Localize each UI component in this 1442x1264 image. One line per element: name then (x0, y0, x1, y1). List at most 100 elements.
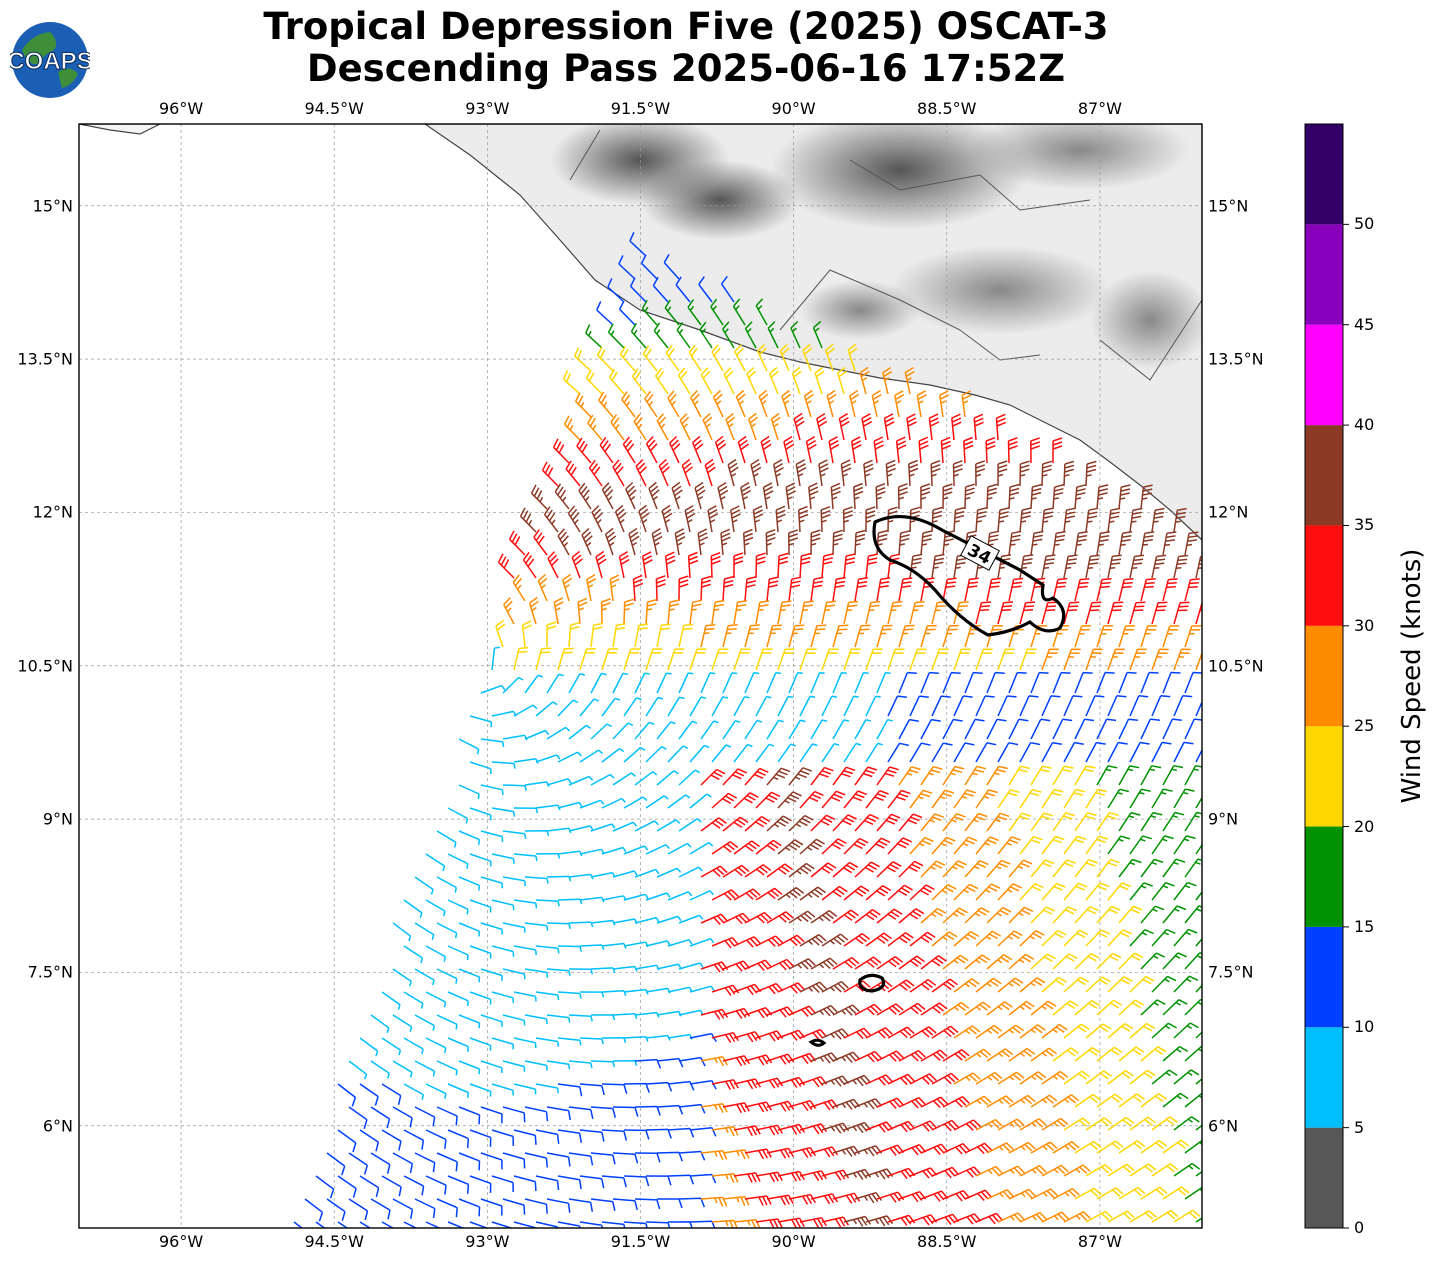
wind-barb (918, 436, 929, 464)
wind-barb (975, 1212, 1004, 1225)
wind-barb (711, 889, 739, 901)
wind-barb (1052, 1141, 1080, 1154)
wind-barb (634, 672, 650, 694)
wind-barb (895, 436, 907, 464)
wind-barb (744, 767, 769, 786)
wind-barb (942, 483, 953, 510)
wind-barb (552, 438, 570, 464)
wind-barb (762, 482, 774, 510)
wind-barb (535, 1083, 559, 1094)
wind-barb (876, 1003, 904, 1016)
wind-barb (568, 968, 594, 975)
wind-barb (1140, 718, 1160, 740)
wind-barb (931, 931, 958, 947)
wind-barb (931, 884, 957, 901)
wind-barb (883, 413, 895, 441)
wind-barb (832, 861, 859, 878)
wind-barb (931, 836, 956, 855)
wind-barb (997, 1212, 1026, 1223)
wind-barb (579, 1175, 605, 1189)
wind-barb (370, 1014, 390, 1034)
wind-barb (403, 1083, 425, 1100)
wind-barb (843, 790, 868, 809)
wind-barb (458, 1106, 481, 1125)
wind-barb (623, 746, 646, 763)
wind-barb (942, 671, 961, 694)
wind-barb (1195, 1170, 1202, 1177)
wind-barb (733, 792, 759, 809)
wind-barb (524, 781, 550, 788)
wind-barb (502, 1106, 526, 1123)
wind-barb (997, 601, 1014, 625)
wind-barb (623, 1221, 648, 1228)
wind-barb (546, 621, 557, 648)
wind-barb (975, 1024, 1003, 1039)
wind-barb (744, 576, 757, 602)
colorbar-bin (1305, 1127, 1343, 1228)
wind-barb (1019, 741, 1041, 763)
wind-barb (370, 1106, 391, 1129)
wind-barb (469, 1037, 492, 1051)
wind-barb (1162, 671, 1181, 694)
wind-barb (909, 789, 933, 809)
wind-barb (579, 848, 605, 855)
wind-barb (1162, 905, 1187, 924)
wind-barb (469, 991, 492, 1005)
wind-barb (995, 413, 1007, 441)
wind-barb (997, 460, 1008, 487)
wind-barb (711, 984, 740, 996)
wind-barb (710, 298, 724, 326)
wind-barb (546, 1106, 571, 1121)
wind-barb (788, 719, 806, 740)
wind-barb (810, 624, 827, 648)
lat-tick-label-right: 13.5°N (1208, 349, 1264, 369)
wind-barb (1096, 765, 1118, 786)
wind-barb (604, 527, 617, 556)
wind-barb (644, 390, 658, 418)
wind-barb (524, 830, 550, 837)
wind-barb (942, 1001, 970, 1016)
wind-barb (920, 1143, 949, 1156)
wind-barb (618, 551, 630, 579)
wind-barb (674, 528, 686, 556)
wind-barb (403, 1129, 425, 1150)
wind-barb (535, 945, 560, 954)
wind-barb (618, 300, 636, 326)
wind-barb (975, 1165, 1003, 1177)
wind-barb (601, 1175, 627, 1188)
wind-barb (392, 922, 412, 942)
wind-barb (887, 1026, 915, 1039)
wind-barb (975, 789, 998, 809)
wind-barb (1140, 531, 1155, 556)
wind-barb (766, 1100, 795, 1112)
wind-barb (942, 718, 963, 740)
wind-barb (799, 552, 811, 579)
wind-barb (634, 868, 660, 878)
wind-barb (502, 830, 527, 839)
wind-barb (1007, 437, 1018, 464)
wind-barb (733, 648, 751, 671)
wind-barb (964, 765, 987, 786)
wind-barb (1129, 975, 1155, 993)
wind-barb (1173, 554, 1189, 579)
wind-barb (1140, 765, 1162, 786)
coaps-logo: COAPS (10, 22, 90, 98)
wind-barb (414, 1198, 436, 1219)
colorbar-label: Wind Speed (knots) (1397, 548, 1427, 804)
wind-barb (557, 898, 583, 905)
wind-barb (645, 1034, 671, 1041)
wind-barb (1162, 999, 1188, 1016)
wind-barb (1184, 811, 1202, 832)
wind-barb (734, 344, 746, 372)
wind-barb (986, 1189, 1015, 1200)
wind-barb (1096, 577, 1112, 602)
wind-barb (702, 412, 713, 441)
wind-barb (623, 1175, 650, 1187)
wind-barb (1107, 882, 1132, 901)
wind-barb (700, 367, 713, 395)
colorbar-frame (1304, 123, 1344, 1229)
wind-barb (700, 720, 719, 740)
wind-barb (513, 646, 529, 671)
wind-barb (469, 761, 492, 775)
wind-barb (546, 922, 572, 930)
